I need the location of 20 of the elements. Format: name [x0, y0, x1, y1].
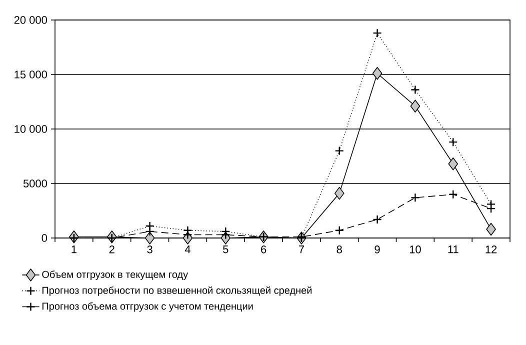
legend-label: Прогноз объема отгрузок с учетом тенденции [42, 302, 253, 312]
legend-label: Прогноз потребности по взвешенной скользящей средней [42, 286, 312, 296]
x-tick-label: 12 [486, 246, 497, 254]
x-tick-label: 1 [72, 246, 76, 254]
x-tick-label: 10 [410, 246, 421, 254]
x-tick-label: 9 [374, 246, 380, 254]
y-tick-label: 5000 [23, 180, 48, 188]
x-tick-label: 11 [448, 246, 458, 254]
x-tick-label: 5 [223, 246, 228, 254]
y-tick-label: 15 000 [14, 70, 48, 78]
x-tick-label: 2 [109, 246, 114, 254]
x-tick-label: 7 [298, 246, 304, 254]
x-tick-label: 4 [184, 246, 190, 254]
x-tick-label: 6 [261, 246, 266, 254]
y-tick-label: 20 000 [14, 16, 48, 24]
legend-label: Объем отгрузок в текущем году [42, 270, 188, 280]
y-tick-label: 0 [42, 234, 48, 242]
x-tick-label: 3 [147, 246, 152, 254]
x-tick-label: 8 [336, 246, 342, 254]
y-tick-label: 10 000 [14, 125, 48, 133]
